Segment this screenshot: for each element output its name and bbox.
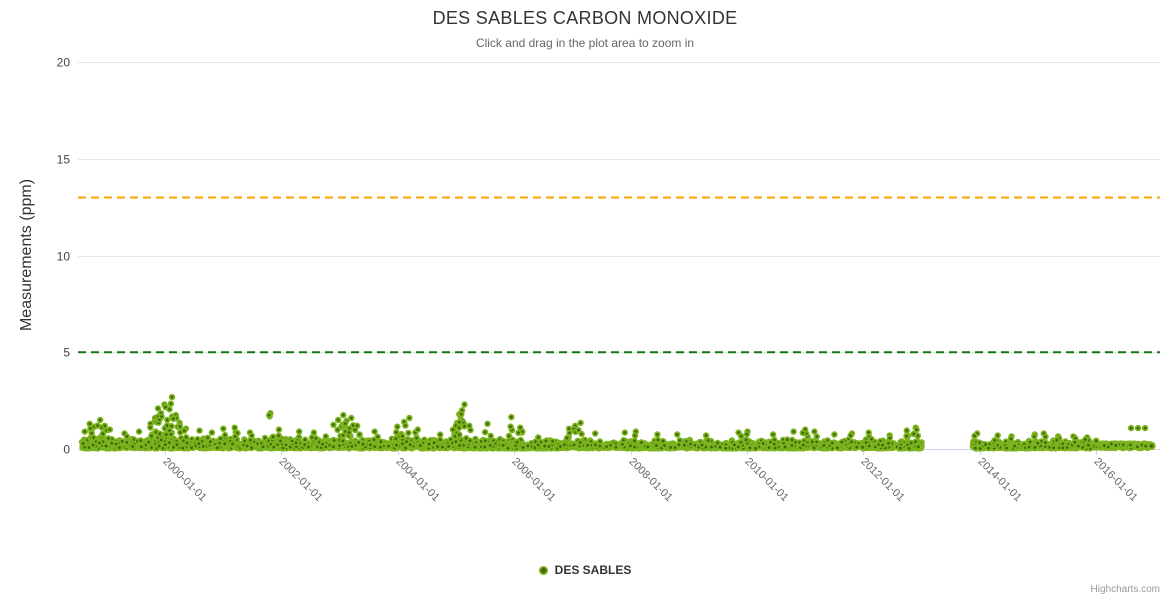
- x-axis-label: 2012-01-01: [858, 456, 906, 504]
- x-axis-label: 2000-01-01: [160, 456, 208, 504]
- x-axis-label: 2006-01-01: [509, 456, 557, 504]
- plot-area[interactable]: Click and drag to zoom: [78, 62, 1160, 449]
- y-axis-label: 5: [63, 346, 70, 360]
- x-axis-label: 2008-01-01: [626, 456, 674, 504]
- legend-item[interactable]: DES SABLES: [0, 563, 1170, 577]
- y-axis-label: 20: [57, 56, 71, 70]
- y-axis-label: 10: [57, 250, 71, 264]
- x-axis-label: 2016-01-01: [1091, 456, 1139, 504]
- y-axis-label: 0: [63, 443, 70, 457]
- threshold-plotlines: [78, 196, 1160, 354]
- series-marker-icon: [538, 565, 548, 575]
- x-axis: 2000-01-01 2002-01-01 2004-01-01 2006-01-01…: [160, 449, 1140, 504]
- chart-title: DES SABLES CARBON MONOXIDE: [432, 8, 738, 28]
- x-axis-label: 2014-01-01: [975, 456, 1023, 504]
- legend-label: DES SABLES: [554, 563, 632, 577]
- highcharts-credits-link[interactable]: Highcharts.com: [1090, 584, 1160, 595]
- x-axis-label: 2004-01-01: [393, 456, 441, 504]
- scatter-points: [78, 393, 1156, 452]
- y-axis-labels: 0 5 10 15 20: [57, 56, 71, 457]
- chart-subtitle: Click and drag in the plot area to zoom …: [475, 36, 695, 50]
- x-axis-label: 2002-01-01: [276, 456, 324, 504]
- x-axis-label: 2010-01-01: [742, 456, 790, 504]
- y-axis-label: 15: [57, 153, 71, 167]
